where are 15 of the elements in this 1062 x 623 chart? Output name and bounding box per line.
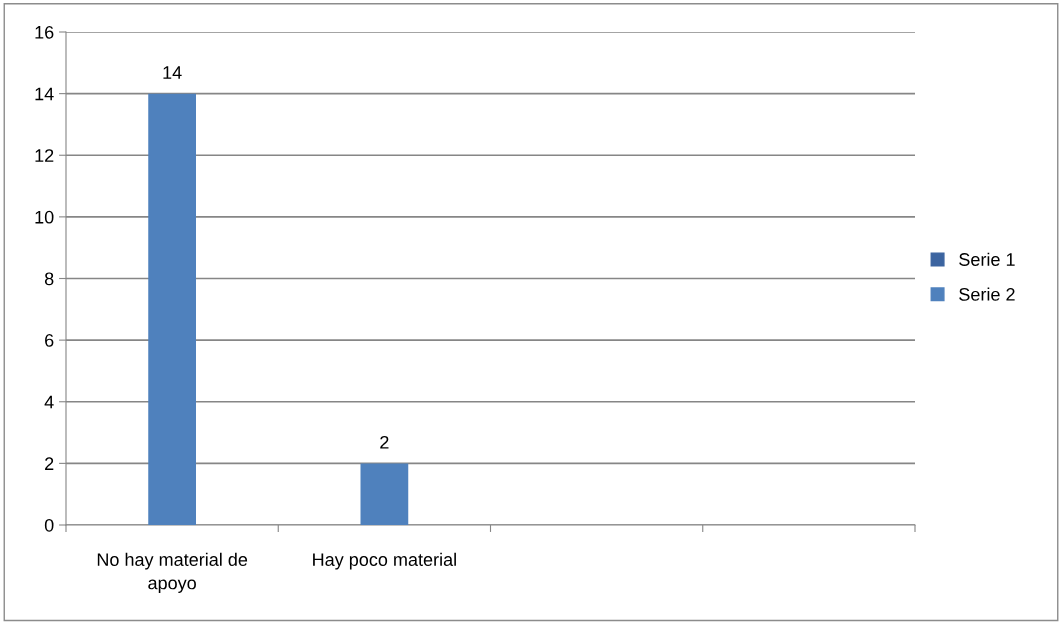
y-tick-label: 0 xyxy=(44,518,54,532)
legend-label: Serie 2 xyxy=(959,287,1015,301)
x-tick-label: No hay material de apoyo xyxy=(97,552,248,593)
data-label: 14 xyxy=(163,66,182,79)
y-tick-label: 10 xyxy=(35,210,54,224)
x-tick-label: Hay poco material xyxy=(313,552,456,570)
y-tick-label: 8 xyxy=(44,272,54,286)
y-tick-label: 2 xyxy=(45,457,54,470)
y-tick-label: 4 xyxy=(44,395,54,409)
y-tick-label: 14 xyxy=(35,87,54,101)
y-tick-label: 6 xyxy=(45,334,54,347)
y-tick-label: 12 xyxy=(35,149,54,162)
y-tick-label: 16 xyxy=(35,25,54,39)
legend-label: Serie 1 xyxy=(959,252,1015,266)
data-label: 2 xyxy=(380,435,389,449)
